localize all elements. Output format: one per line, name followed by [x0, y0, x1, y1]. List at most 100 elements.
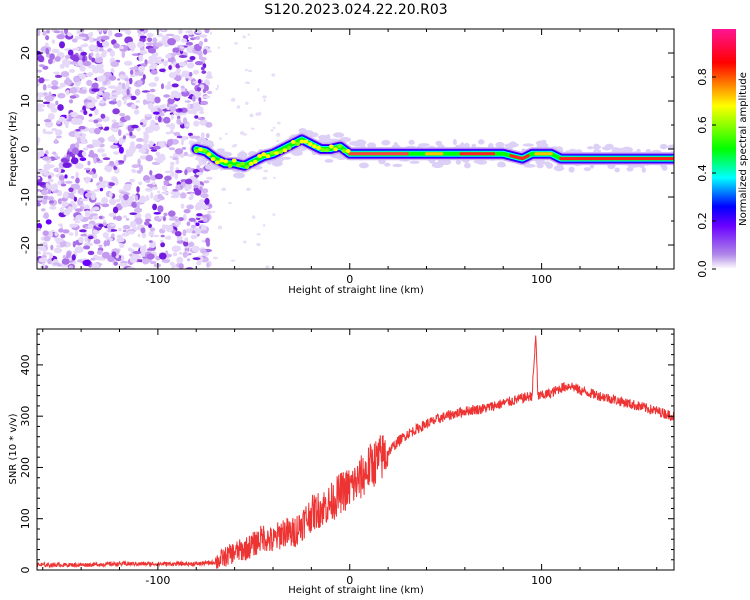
noise-speckle	[111, 119, 117, 123]
noise-speckle	[180, 85, 185, 90]
noise-speckle	[167, 81, 171, 85]
noise-speckle	[199, 199, 205, 203]
noise-speckle	[118, 160, 125, 163]
noise-speckle	[118, 138, 124, 145]
noise-speckle	[123, 60, 133, 66]
noise-speckle	[185, 228, 193, 233]
ridge-halo	[308, 132, 319, 138]
noise-speckle	[69, 192, 75, 200]
noise-speckle	[166, 235, 172, 240]
noise-speckle	[95, 52, 100, 59]
noise-speckle	[154, 42, 163, 47]
noise-speckle	[74, 47, 80, 51]
noise-speckle	[139, 50, 148, 55]
noise-speckle	[141, 257, 150, 265]
ridge-halo	[522, 143, 534, 147]
noise-speckle	[59, 82, 66, 88]
noise-speckle	[160, 242, 166, 248]
noise-speckle	[175, 159, 180, 165]
noise-speckle	[145, 194, 150, 201]
noise-speckle	[44, 131, 54, 135]
noise-speckle	[117, 78, 121, 81]
noise-speckle	[192, 257, 201, 260]
ridge-halo	[497, 161, 506, 168]
noise-speckle	[152, 37, 158, 44]
noise-speckle	[45, 96, 54, 102]
noise-speckle	[47, 178, 54, 183]
noise-speckle	[77, 136, 81, 144]
noise-speckle	[199, 186, 203, 191]
noise-speckle	[139, 37, 146, 43]
signal-spot	[265, 154, 271, 159]
noise-speckle	[53, 30, 61, 34]
noise-speckle	[89, 149, 95, 157]
snr-ylabel: SNR (10 * v/v)	[8, 413, 19, 484]
noise-speckle	[82, 259, 91, 267]
noise-speckle	[144, 213, 152, 220]
noise-speckle	[67, 32, 73, 37]
noise-speckle	[61, 201, 69, 207]
noise-speckle	[176, 256, 184, 264]
noise-speckle	[271, 73, 276, 77]
noise-speckle	[45, 47, 49, 55]
noise-speckle	[93, 189, 100, 192]
ridge-halo	[536, 163, 544, 169]
noise-speckle	[166, 224, 169, 232]
noise-speckle	[47, 189, 52, 195]
noise-speckle	[200, 100, 209, 106]
noise-speckle	[194, 203, 203, 211]
noise-speckle	[101, 153, 107, 157]
noise-speckle	[51, 80, 59, 87]
noise-speckle	[198, 40, 204, 47]
noise-speckle	[94, 108, 99, 116]
snr-series-line	[37, 335, 674, 570]
spectrogram-ytick-label: 10	[19, 94, 32, 108]
noise-speckle	[263, 169, 269, 173]
noise-speckle	[177, 115, 181, 120]
noise-speckle	[124, 77, 129, 82]
snr-ytick-label: 0	[19, 567, 32, 574]
noise-speckle	[98, 68, 105, 74]
noise-speckle	[126, 88, 130, 96]
noise-speckle	[68, 99, 74, 104]
noise-speckle	[230, 259, 236, 262]
noise-speckle	[99, 99, 105, 104]
noise-speckle	[93, 156, 97, 164]
noise-speckle	[188, 196, 193, 200]
snr-xtick-label: 100	[531, 574, 552, 587]
noise-speckle	[142, 74, 146, 80]
noise-speckle	[176, 135, 183, 139]
noise-speckle	[59, 41, 65, 49]
noise-speckle	[71, 147, 80, 155]
noise-speckle	[60, 183, 67, 187]
noise-speckle	[125, 183, 132, 187]
noise-speckle	[119, 243, 125, 249]
noise-speckle	[161, 29, 166, 32]
noise-speckle	[174, 220, 182, 226]
noise-speckle	[196, 213, 203, 217]
noise-speckle	[201, 239, 207, 243]
noise-speckle	[195, 222, 200, 227]
noise-speckle	[55, 100, 59, 106]
noise-speckle	[137, 41, 145, 49]
noise-speckle	[49, 53, 55, 60]
noise-speckle	[145, 218, 152, 222]
noise-speckle	[136, 79, 143, 85]
noise-speckle	[180, 203, 185, 209]
noise-speckle	[87, 250, 95, 256]
noise-speckle	[41, 262, 46, 269]
spectrogram-xtick-label: 0	[346, 273, 353, 286]
noise-speckle	[96, 250, 103, 255]
ridge-halo	[661, 164, 668, 171]
noise-speckle	[164, 175, 172, 181]
noise-speckle	[185, 41, 194, 46]
noise-speckle	[70, 175, 75, 179]
signal-spot	[257, 154, 262, 159]
noise-speckle	[245, 101, 249, 105]
noise-speckle	[45, 219, 52, 225]
noise-speckle	[181, 90, 190, 97]
noise-speckle	[70, 157, 79, 165]
noise-speckle	[56, 263, 62, 267]
noise-speckle	[134, 71, 141, 76]
noise-speckle	[82, 60, 92, 67]
